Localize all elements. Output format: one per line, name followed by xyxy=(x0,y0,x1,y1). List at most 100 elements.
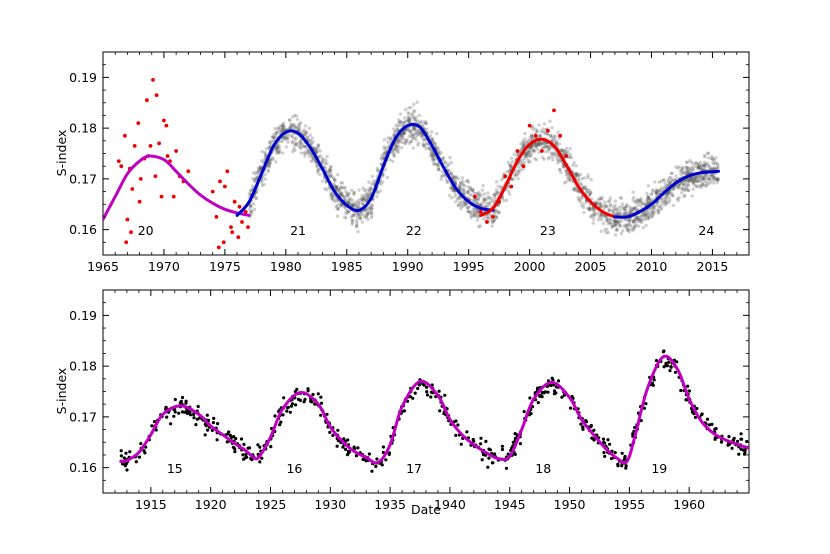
data-point xyxy=(402,131,406,136)
data-point xyxy=(615,219,619,223)
data-point xyxy=(380,153,384,157)
data-point xyxy=(631,228,635,233)
data-point xyxy=(679,186,683,191)
data-point xyxy=(494,216,498,220)
data-point xyxy=(696,164,701,168)
data-point xyxy=(369,205,374,210)
data-point xyxy=(436,167,440,171)
data-point xyxy=(606,222,610,226)
data-point xyxy=(297,141,301,145)
data-point xyxy=(435,162,439,167)
data-point xyxy=(739,432,743,436)
data-point xyxy=(579,181,583,186)
x-tick-label: 1980 xyxy=(270,259,302,274)
data-point xyxy=(680,167,684,171)
data-point xyxy=(668,369,672,373)
data-point xyxy=(431,151,435,156)
data-point xyxy=(647,215,651,219)
data-point xyxy=(357,198,361,202)
data-point xyxy=(591,217,596,221)
data-point xyxy=(711,161,715,165)
data-point xyxy=(299,146,303,150)
data-point xyxy=(668,180,673,185)
data-point xyxy=(616,220,620,225)
data-point xyxy=(634,205,638,210)
data-point xyxy=(659,207,663,212)
data-point xyxy=(588,191,592,196)
data-point xyxy=(418,120,422,124)
data-point xyxy=(406,118,411,123)
data-point xyxy=(538,134,542,138)
data-point xyxy=(367,192,372,197)
data-point xyxy=(680,191,684,195)
data-point xyxy=(363,197,367,201)
data-point xyxy=(584,200,589,204)
data-point xyxy=(701,183,705,187)
data-point xyxy=(599,213,604,217)
data-point xyxy=(281,413,285,417)
data-point xyxy=(654,190,658,195)
data-point xyxy=(293,143,297,147)
data-point xyxy=(529,144,534,149)
data-point xyxy=(685,165,690,170)
data-point xyxy=(317,155,321,160)
data-point xyxy=(539,141,543,145)
data-point xyxy=(369,211,373,215)
data-point xyxy=(292,146,296,151)
data-point xyxy=(450,196,454,200)
data-point xyxy=(124,240,129,245)
data-point xyxy=(607,208,612,213)
data-point xyxy=(367,211,371,216)
data-point xyxy=(372,181,376,185)
data-point xyxy=(589,190,593,194)
data-point xyxy=(382,152,386,156)
x-tick-label: 2015 xyxy=(697,259,729,274)
data-point xyxy=(331,433,335,437)
data-point xyxy=(402,131,406,135)
data-point xyxy=(669,176,673,180)
data-point xyxy=(660,206,664,210)
data-point xyxy=(400,134,404,138)
data-point xyxy=(351,204,355,208)
data-point xyxy=(716,165,720,169)
data-point xyxy=(712,178,716,182)
data-point xyxy=(461,187,465,191)
data-point xyxy=(710,154,714,158)
data-point xyxy=(410,112,415,116)
data-point xyxy=(659,186,663,190)
data-point xyxy=(471,198,476,202)
data-point xyxy=(655,208,660,212)
data-point xyxy=(421,143,426,147)
data-point xyxy=(364,459,368,463)
data-point xyxy=(598,196,602,201)
data-point xyxy=(636,215,640,220)
data-point xyxy=(642,213,647,217)
data-point xyxy=(670,179,674,183)
data-point xyxy=(260,456,264,460)
data-point xyxy=(301,130,306,134)
data-point xyxy=(662,187,666,191)
x-tick-label: 1965 xyxy=(87,259,119,274)
x-tick-label: 1960 xyxy=(673,497,705,512)
x-tick-label: 1930 xyxy=(314,497,346,512)
data-point xyxy=(413,125,417,130)
data-point xyxy=(136,121,141,125)
data-point xyxy=(711,173,715,177)
data-point xyxy=(655,189,659,193)
y-tick-label: 0.19 xyxy=(69,308,97,323)
data-point xyxy=(352,192,356,197)
data-point xyxy=(449,171,454,175)
data-point xyxy=(340,185,344,190)
data-point xyxy=(321,158,325,162)
data-point xyxy=(401,137,405,141)
data-point xyxy=(624,218,628,222)
data-point xyxy=(462,201,466,206)
data-point xyxy=(469,216,473,220)
data-point xyxy=(649,206,653,211)
data-point xyxy=(419,131,423,135)
data-point xyxy=(402,132,406,136)
data-point xyxy=(260,178,264,183)
data-point xyxy=(400,135,405,140)
data-point xyxy=(324,180,328,184)
data-point xyxy=(484,439,488,443)
